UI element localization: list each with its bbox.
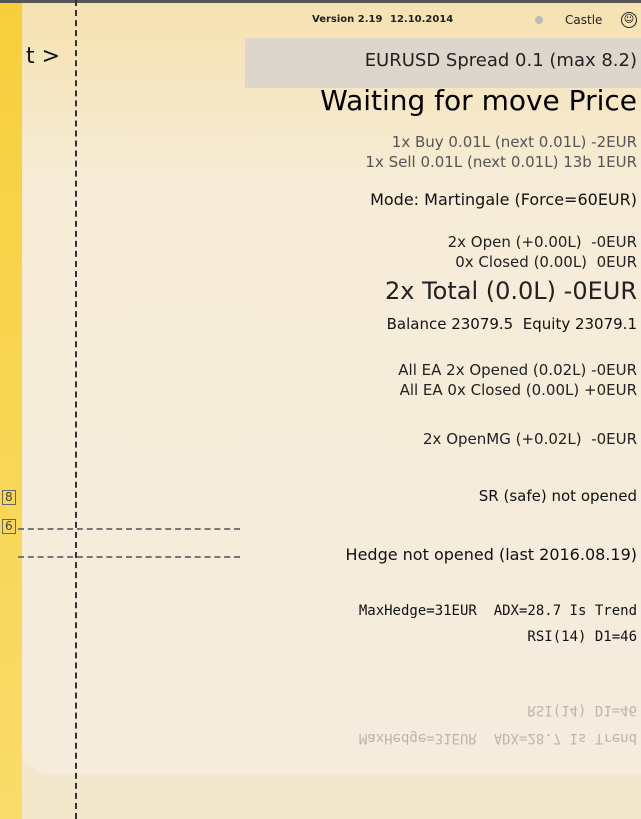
- left-label: t >: [26, 44, 61, 69]
- top-border: [0, 0, 641, 3]
- status-dot: [535, 16, 543, 24]
- hedge: Hedge not opened (last 2016.08.19): [345, 545, 637, 564]
- sr: SR (safe) not opened: [478, 487, 637, 505]
- open-mg: 2x OpenMG (+0.02L) -0EUR: [423, 430, 637, 448]
- level-box: 8: [2, 490, 16, 505]
- all-opened: All EA 2x Opened (0.02L) -0EUR: [398, 361, 637, 379]
- ea-name: Castle: [565, 13, 603, 27]
- level-dashed-line: [18, 528, 240, 530]
- panel: [22, 0, 641, 775]
- level-box: 6: [2, 519, 16, 534]
- status: Waiting for move Price: [320, 84, 637, 117]
- version: Version 2.19: [312, 14, 383, 25]
- open: 2x Open (+0.00L) -0EUR: [447, 233, 637, 251]
- indicator-reflection: MaxHedge=31EUR ADX=28.7 Is Trend: [358, 730, 637, 746]
- smiley-icon: ☺: [621, 12, 637, 28]
- indicator-line: RSI(14) D1=46: [527, 629, 637, 645]
- balance: Balance 23079.5 Equity 23079.1: [386, 315, 637, 333]
- spread-band: [245, 38, 641, 88]
- all-closed: All EA 0x Closed (0.00L) +0EUR: [399, 381, 637, 399]
- left-strip: [0, 0, 22, 819]
- closed: 0x Closed (0.00L) 0EUR: [455, 253, 637, 271]
- indicator-reflection: RSI(14) D1=46: [527, 702, 637, 718]
- spread: EURUSD Spread 0.1 (max 8.2): [364, 50, 637, 71]
- total: 2x Total (0.0L) -0EUR: [384, 277, 637, 305]
- sell-line: 1x Sell 0.01L (next 0.01L) 13b 1EUR: [365, 153, 637, 171]
- vertical-dashed-line: [75, 0, 77, 819]
- mode: Mode: Martingale (Force=60EUR): [370, 190, 637, 209]
- level-dashed-line: [18, 556, 240, 558]
- buy-line: 1x Buy 0.01L (next 0.01L) -2EUR: [391, 133, 637, 151]
- date: 12.10.2014: [390, 14, 454, 25]
- indicator-line: MaxHedge=31EUR ADX=28.7 Is Trend: [358, 603, 637, 619]
